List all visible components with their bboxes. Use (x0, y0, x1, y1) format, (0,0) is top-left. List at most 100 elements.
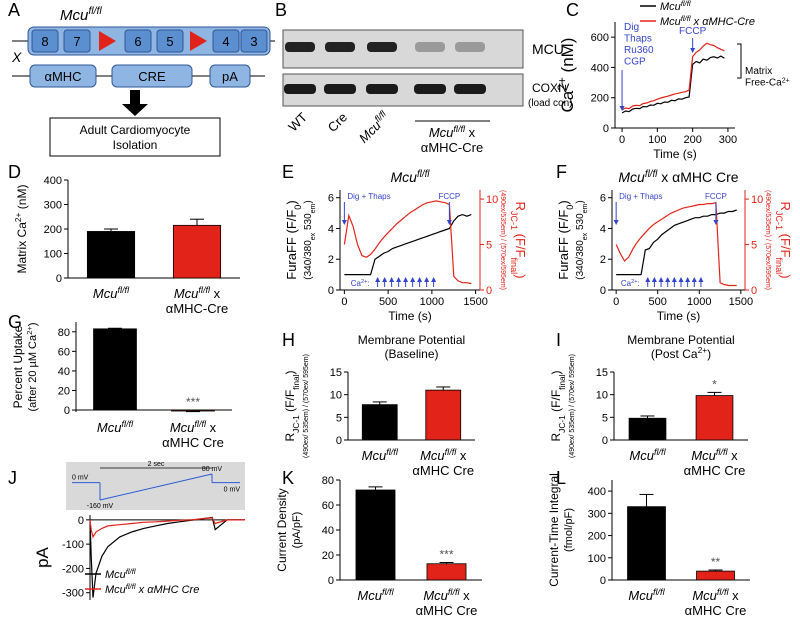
significance: *** (186, 395, 200, 409)
text-part: Current Density (275, 488, 289, 571)
tick-label: 0 (64, 405, 70, 417)
x-axis-label: Time (s) (388, 309, 432, 323)
text-part: R (283, 433, 297, 442)
text-part: ) (575, 200, 586, 203)
chart-title: (Baseline) (384, 347, 438, 361)
text-part: (340/380 (575, 240, 586, 280)
text-part: ex (581, 232, 588, 240)
text-part: FuraFF (F/F (556, 210, 571, 280)
text-part: Mcu (429, 125, 454, 140)
additions-label: Ca2+: (351, 279, 370, 288)
text-part: Time (s) (653, 147, 697, 161)
x-axis-label: Time (s) (657, 309, 701, 323)
text-part: Mcu (170, 420, 195, 435)
arrow-down (122, 90, 148, 116)
category-label: αMHC Cre (684, 463, 746, 478)
category-label: Mcufl/fl (97, 419, 134, 435)
text-part: 2+ (555, 77, 569, 91)
blot-row-label: COXIV (532, 81, 569, 95)
text-part: JC-1 (509, 211, 519, 230)
text-part: WT (285, 109, 310, 134)
text-part: (490ex/ 535em) / (570ex/ 595em) (303, 354, 310, 458)
allele-label: Mcufl/fl (60, 5, 102, 24)
tick-label: 500 (379, 296, 397, 308)
text-part: FCCP (679, 26, 707, 37)
band (284, 84, 316, 94)
tick-label: 1500 (729, 296, 753, 308)
y-axis-label: Ca2+ (nM) (555, 38, 577, 113)
text-part: Mcu (660, 16, 681, 28)
outcome-box (49, 117, 221, 157)
text-part: x (728, 448, 739, 463)
tick-label: 1500 (463, 296, 487, 308)
panel-label: G (8, 312, 22, 332)
tick-label: 1000 (687, 296, 711, 308)
tick-label: 600 (591, 32, 609, 44)
text-part: (F/F (778, 230, 793, 257)
text-part: Mcu (105, 569, 126, 581)
protocol-ramp (99, 473, 213, 501)
transgene-label: pA (222, 69, 238, 84)
text-part: ) (707, 347, 711, 361)
transgene-label: αMHC (44, 69, 81, 84)
panel-label: F (556, 162, 567, 182)
event-label: FCCP (705, 192, 727, 201)
text-part: Mcu (105, 584, 126, 596)
category-label: Mcufl/fl (628, 587, 665, 603)
exon (63, 29, 91, 53)
text-part: (nM) (15, 185, 29, 213)
text-part: final (291, 374, 301, 390)
text-part: pA (33, 546, 52, 567)
legend-label: Mcufl/fl x αMHC-Cre (660, 14, 755, 29)
trace (621, 55, 725, 114)
category-label: Mcufl/fl (97, 419, 134, 435)
text-part: x αMHC Cre (657, 169, 738, 185)
tick-label: 0 (341, 296, 347, 308)
event-label: Dig + Thaps (619, 192, 662, 201)
event-label: FCCP (679, 26, 707, 37)
y-axis-label: FuraFF (F/F0)(340/380ex 530em) (284, 200, 316, 279)
tick-label: 300 (44, 200, 62, 212)
tick-label: 6 (328, 193, 334, 205)
note-bracket (737, 43, 742, 79)
lane-label: αMHC-Cre (421, 140, 483, 155)
exon-label: 3 (250, 34, 257, 49)
y-axis-label: pA (33, 546, 52, 567)
text-part: ) (283, 370, 297, 374)
event-label: Dig (624, 22, 639, 33)
text-part: 2+ (24, 326, 33, 335)
text-part: (490ex/535em) / (570ex/595em) (499, 190, 506, 290)
tick-label: 60 (58, 346, 70, 358)
text-part: Membrane Potential (627, 333, 734, 347)
text-part: fl/fl (681, 14, 691, 23)
text-part: 2+ (13, 212, 23, 222)
category-label: Mcufl/fl x (692, 587, 739, 603)
y-axis-label: (340/380ex 530em) (575, 200, 589, 279)
text-part: : (638, 279, 640, 288)
text-part: (Baseline) (384, 347, 438, 361)
text-part: 2+ (631, 279, 637, 285)
chart-title: Mcufl/fl x αMHC Cre (618, 169, 738, 186)
tick-label: 2 (600, 254, 606, 266)
tick-label: 0 (602, 435, 608, 447)
text-part: 0 (565, 205, 575, 210)
category-label: Mcufl/fl x (174, 285, 221, 301)
text-part: Matrix (745, 66, 772, 77)
trace (621, 42, 725, 111)
text-part: (490ex/535em) / (570ex/595em) (764, 190, 771, 290)
chart-title: Membrane Potential(Post Ca2+) (627, 333, 734, 361)
y-axis-label: FuraFF (F/F0) (284, 200, 303, 279)
bar (93, 328, 137, 411)
category-label: αMHC Cre (162, 435, 224, 450)
band (414, 84, 446, 94)
tick-label: 20 (58, 385, 70, 397)
text-part: ) (549, 370, 563, 374)
legend-label: Mcufl/fl (105, 567, 136, 582)
tick-label: 5 (602, 412, 608, 424)
text-part: ex (309, 232, 316, 240)
text-part: 2+ (361, 279, 367, 285)
